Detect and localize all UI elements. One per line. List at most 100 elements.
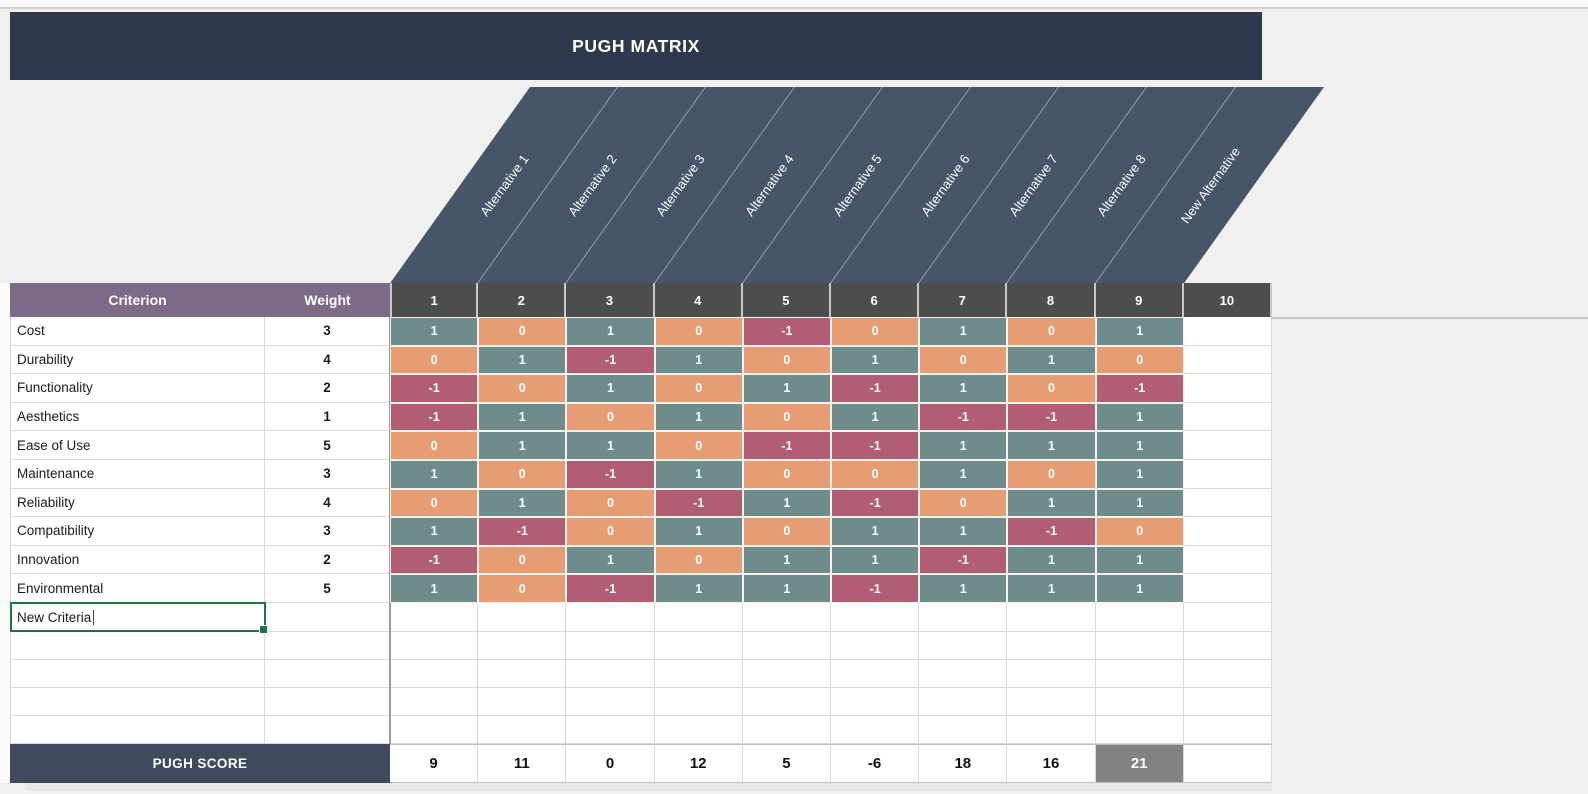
weight-cell[interactable]: 2 (265, 374, 390, 403)
score-value-cell[interactable]: 1 (1095, 545, 1184, 575)
criterion-column-header[interactable]: Criterion (10, 283, 265, 317)
score-value-cell[interactable]: 1 (742, 374, 831, 403)
empty-cell[interactable] (919, 603, 1008, 632)
score-value-cell[interactable]: 1 (1095, 431, 1184, 460)
active-cell-new-criteria[interactable]: New Criteria (10, 602, 268, 634)
score-value-cell[interactable]: 1 (566, 545, 655, 575)
score-value-cell[interactable]: 1 (1095, 317, 1184, 346)
score-value-cell[interactable]: 1 (390, 517, 479, 546)
weight-cell[interactable]: 5 (265, 574, 390, 603)
score-value-cell[interactable]: 1 (390, 317, 479, 346)
empty-cell[interactable] (1183, 715, 1272, 744)
score-value-cell[interactable]: 1 (1095, 574, 1184, 603)
empty-cell[interactable] (1007, 659, 1096, 688)
criterion-cell[interactable]: Innovation (10, 545, 265, 575)
empty-cell[interactable] (1095, 715, 1184, 744)
score-value-cell[interactable]: 1 (831, 402, 920, 432)
score-value-cell[interactable]: 0 (654, 431, 743, 460)
score-value-cell[interactable]: 1 (831, 345, 920, 375)
empty-cell[interactable] (742, 659, 831, 688)
score-value-cell[interactable]: 0 (390, 345, 479, 375)
score-value-cell[interactable]: 1 (831, 545, 920, 575)
score-value-cell[interactable]: -1 (390, 545, 479, 575)
column-header[interactable]: 4 (654, 283, 743, 317)
column-header[interactable]: 8 (1007, 283, 1096, 317)
weight-cell[interactable]: 3 (265, 517, 390, 546)
score-value-cell[interactable]: 1 (566, 374, 655, 403)
empty-cell[interactable] (1095, 603, 1184, 632)
score-value-cell[interactable]: 0 (566, 488, 655, 518)
weight-cell[interactable]: 5 (265, 431, 390, 460)
score-value-cell[interactable]: -1 (654, 488, 743, 518)
empty-cell[interactable] (390, 603, 479, 632)
weight-cell[interactable]: 1 (265, 402, 390, 432)
empty-cell[interactable] (654, 687, 743, 716)
criterion-cell[interactable]: Compatibility (10, 517, 265, 546)
empty-cell[interactable] (390, 631, 479, 660)
score-value-cell[interactable]: -1 (831, 431, 920, 460)
score-value-cell[interactable]: -1 (831, 574, 920, 603)
score-value-cell[interactable]: 1 (1095, 402, 1184, 432)
empty-cell[interactable] (478, 659, 567, 688)
criterion-cell[interactable]: Durability (10, 345, 265, 375)
empty-cell[interactable] (1007, 603, 1096, 632)
column-header[interactable]: 1 (390, 283, 479, 317)
empty-cell[interactable] (478, 603, 567, 632)
pugh-score-cell[interactable] (1183, 744, 1272, 783)
empty-cell[interactable] (919, 631, 1008, 660)
score-value-cell[interactable]: 1 (742, 488, 831, 518)
empty-cell[interactable] (1183, 317, 1272, 346)
empty-cell[interactable] (654, 715, 743, 744)
score-value-cell[interactable]: 1 (478, 402, 567, 432)
column-header[interactable]: 7 (919, 283, 1008, 317)
score-value-cell[interactable]: 0 (1095, 517, 1184, 546)
empty-cell[interactable] (390, 687, 479, 716)
empty-cell[interactable] (654, 631, 743, 660)
empty-cell[interactable] (831, 659, 920, 688)
score-value-cell[interactable]: 0 (1007, 317, 1096, 346)
score-value-cell[interactable]: -1 (566, 345, 655, 375)
empty-cell[interactable] (742, 631, 831, 660)
score-value-cell[interactable]: 0 (654, 545, 743, 575)
score-value-cell[interactable]: 0 (742, 345, 831, 375)
criterion-cell[interactable]: Reliability (10, 488, 265, 518)
pugh-score-cell[interactable]: 18 (919, 744, 1008, 783)
score-value-cell[interactable]: -1 (1095, 374, 1184, 403)
empty-cell[interactable] (742, 687, 831, 716)
score-value-cell[interactable]: -1 (566, 460, 655, 489)
criterion-cell[interactable]: Cost (10, 317, 265, 346)
empty-cell[interactable] (566, 631, 655, 660)
criterion-cell[interactable] (10, 715, 265, 744)
column-header[interactable]: 10 (1183, 283, 1272, 317)
empty-cell[interactable] (1007, 631, 1096, 660)
score-value-cell[interactable]: 1 (919, 460, 1008, 489)
score-value-cell[interactable]: 0 (919, 345, 1008, 375)
score-value-cell[interactable]: 0 (919, 488, 1008, 518)
score-value-cell[interactable]: -1 (390, 374, 479, 403)
score-value-cell[interactable]: -1 (919, 402, 1008, 432)
criterion-cell[interactable]: Maintenance (10, 460, 265, 489)
weight-cell[interactable]: 3 (265, 317, 390, 346)
score-value-cell[interactable]: 1 (1007, 545, 1096, 575)
empty-cell[interactable] (742, 603, 831, 632)
empty-cell[interactable] (919, 715, 1008, 744)
column-header[interactable]: 6 (831, 283, 920, 317)
empty-cell[interactable] (478, 631, 567, 660)
score-value-cell[interactable]: 1 (742, 574, 831, 603)
score-value-cell[interactable]: 0 (478, 317, 567, 346)
score-value-cell[interactable]: 1 (478, 345, 567, 375)
score-value-cell[interactable]: -1 (1007, 517, 1096, 546)
score-value-cell[interactable]: 0 (390, 431, 479, 460)
score-value-cell[interactable]: 1 (390, 460, 479, 489)
score-value-cell[interactable]: 1 (919, 431, 1008, 460)
pugh-score-cell[interactable]: 0 (566, 744, 655, 783)
score-value-cell[interactable]: 1 (919, 374, 1008, 403)
empty-cell[interactable] (1183, 545, 1272, 575)
pugh-score-cell[interactable]: 11 (478, 744, 567, 783)
pugh-score-cell[interactable]: 21 (1095, 744, 1184, 783)
weight-cell[interactable]: 4 (265, 345, 390, 375)
score-value-cell[interactable]: 0 (1095, 345, 1184, 375)
empty-cell[interactable] (1183, 517, 1272, 546)
score-value-cell[interactable]: 1 (742, 545, 831, 575)
empty-cell[interactable] (390, 659, 479, 688)
